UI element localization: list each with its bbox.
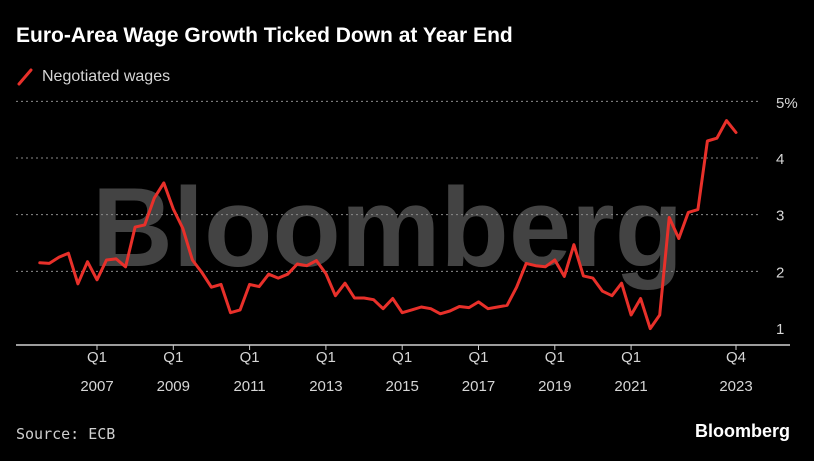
series-line-negotiated-wages <box>38 119 738 331</box>
y-tick-label: 4 <box>776 151 784 168</box>
legend-swatch-icon <box>17 68 33 86</box>
x-tick-label-quarter: Q1 <box>87 349 107 366</box>
x-tick-label-quarter: Q1 <box>240 349 260 366</box>
x-tick-label-year: 2007 <box>80 378 113 395</box>
x-tick-label-year: 2013 <box>309 378 342 395</box>
legend: Negotiated wages <box>16 67 170 87</box>
x-tick-label-quarter: Q1 <box>392 349 412 366</box>
y-tick-label: 3 <box>776 208 784 225</box>
x-tick-label-year: 2011 <box>233 378 265 395</box>
x-tick-label-quarter: Q4 <box>726 349 746 366</box>
source-note: Source: ECB <box>16 425 116 443</box>
x-tick-label-year: 2015 <box>386 378 419 395</box>
bloomberg-logo: Bloomberg <box>694 421 790 441</box>
x-tick-label-year: 2021 <box>614 378 647 395</box>
x-tick-label-year: 2019 <box>538 378 571 395</box>
y-tick-label: 2 <box>776 264 784 281</box>
x-tick-label-quarter: Q1 <box>545 349 565 366</box>
x-tick-label-quarter: Q1 <box>621 349 641 366</box>
y-tick-label: 5% <box>776 95 798 112</box>
watermark-text: Bloomberg <box>92 165 683 290</box>
chart-title: Euro-Area Wage Growth Ticked Down at Yea… <box>16 24 513 47</box>
x-tick-label-year: 2023 <box>719 378 752 395</box>
y-tick-label: 1 <box>776 321 784 338</box>
x-tick-label-quarter: Q1 <box>163 349 183 366</box>
x-tick-label-quarter: Q1 <box>316 349 336 366</box>
x-tick-label-year: 2009 <box>157 378 190 395</box>
x-tick-label-quarter: Q1 <box>468 349 488 366</box>
x-tick-label-year: 2017 <box>462 378 495 395</box>
legend-label-negotiated-wages: Negotiated wages <box>42 68 171 85</box>
